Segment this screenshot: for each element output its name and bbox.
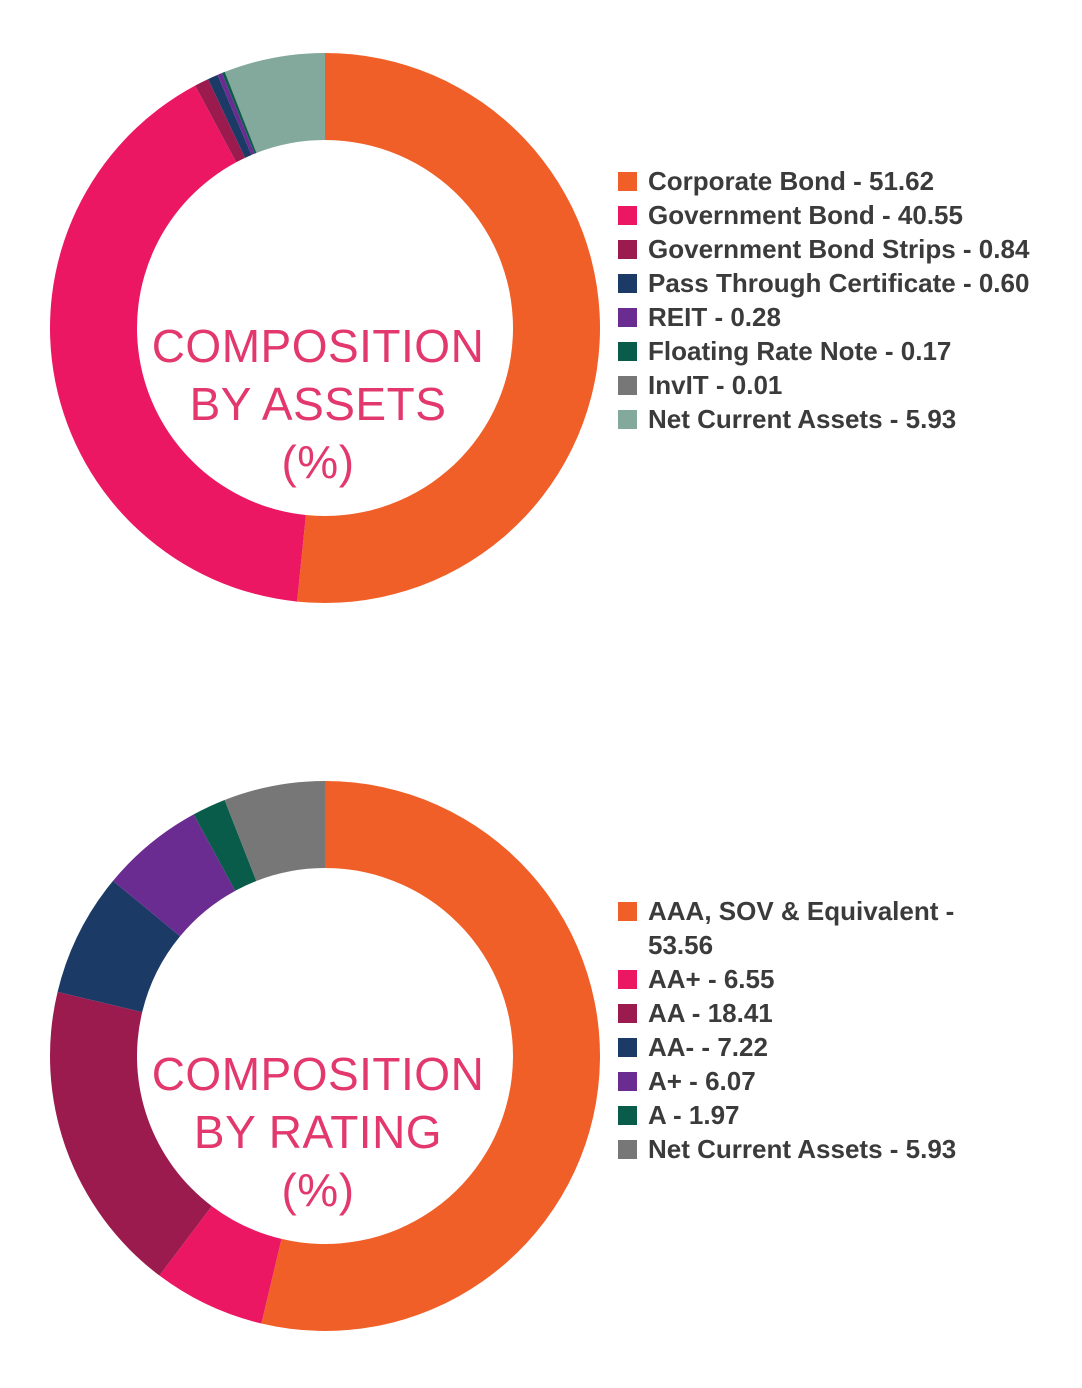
legend-swatch (618, 342, 637, 361)
legend-item: Government Bond Strips - 0.84 (618, 232, 1058, 266)
legend-label: AA- - 7.22 (648, 1032, 768, 1062)
assets-title-line-1: COMPOSITION (151, 320, 485, 372)
legend-swatch (618, 206, 637, 225)
legend-label: InvIT - 0.01 (648, 370, 783, 400)
legend-swatch (618, 376, 637, 395)
legend-swatch (618, 1140, 637, 1159)
legend-swatch (618, 240, 637, 259)
legend-label: REIT - 0.28 (648, 302, 781, 332)
legend-swatch (618, 1072, 637, 1091)
legend-item: AA - 18.41 (618, 996, 978, 1030)
assets-title-line-3: (%) (281, 436, 355, 488)
legend-label: Pass Through Certificate - 0.60 (648, 268, 1030, 298)
rating-legend: AAA, SOV & Equivalent - 53.56 AA+ - 6.55… (618, 894, 978, 1166)
donut-slice (49, 85, 306, 602)
assets-center-title: COMPOSITION BY ASSETS (%) (138, 317, 498, 491)
legend-label: Net Current Assets - 5.93 (648, 1134, 957, 1164)
legend-swatch (618, 970, 637, 989)
rating-title-line-1: COMPOSITION (151, 1048, 485, 1100)
donut-slice (57, 880, 181, 1013)
legend-swatch (618, 308, 637, 327)
donut-slice (217, 73, 255, 155)
legend-label: AA+ - 6.55 (648, 964, 775, 994)
legend-swatch (618, 1004, 637, 1023)
legend-item: InvIT - 0.01 (618, 368, 1058, 402)
legend-item: AA+ - 6.55 (618, 962, 978, 996)
legend-item: Floating Rate Note - 0.17 (618, 334, 1058, 368)
rating-donut (50, 781, 600, 1331)
legend-label: Government Bond Strips - 0.84 (648, 234, 1030, 264)
legend-swatch (618, 172, 637, 191)
legend-label: Government Bond - 40.55 (648, 200, 963, 230)
legend-swatch (618, 1106, 637, 1125)
legend-item: Net Current Assets - 5.93 (618, 1132, 978, 1166)
legend-item: Government Bond - 40.55 (618, 198, 1058, 232)
legend-item: AAA, SOV & Equivalent - 53.56 (618, 894, 978, 962)
assets-legend: Corporate Bond - 51.62 Government Bond -… (618, 164, 1058, 436)
rating-title-line-2: BY RATING (193, 1106, 443, 1158)
legend-label: Net Current Assets - 5.93 (648, 404, 957, 434)
assets-title-line-2: BY ASSETS (189, 378, 447, 430)
legend-item: AA- - 7.22 (618, 1030, 978, 1064)
legend-label: AA - 18.41 (648, 998, 773, 1028)
donut-slice (208, 74, 252, 158)
donut-slice (50, 991, 212, 1276)
donut-slice (195, 79, 246, 163)
rating-title-line-3: (%) (281, 1164, 355, 1216)
legend-item: A - 1.97 (618, 1098, 978, 1132)
legend-label: Floating Rate Note - 0.17 (648, 336, 952, 366)
legend-item: REIT - 0.28 (618, 300, 1058, 334)
donut-slice (261, 781, 600, 1331)
donut-slice (159, 1206, 282, 1324)
assets-donut (49, 53, 600, 603)
legend-item: Corporate Bond - 51.62 (618, 164, 1058, 198)
legend-label: A+ - 6.07 (648, 1066, 756, 1096)
legend-swatch (618, 274, 637, 293)
legend-item: A+ - 6.07 (618, 1064, 978, 1098)
donut-slice (297, 53, 600, 603)
donut-slice (112, 814, 236, 937)
legend-item: Net Current Assets - 5.93 (618, 402, 1058, 436)
legend-swatch (618, 410, 637, 429)
legend-item: Pass Through Certificate - 0.60 (618, 266, 1058, 300)
legend-swatch (618, 1038, 637, 1057)
donut-slice (193, 799, 257, 891)
composition-by-rating-chart: COMPOSITION BY RATING (%) AAA, SOV & Equ… (0, 740, 1082, 1340)
donut-slice (222, 71, 257, 154)
donut-slice (224, 53, 325, 153)
legend-label: AAA, SOV & Equivalent - 53.56 (648, 896, 955, 960)
legend-label: Corporate Bond - 51.62 (648, 166, 935, 196)
rating-center-title: COMPOSITION BY RATING (%) (138, 1045, 498, 1219)
legend-label: A - 1.97 (648, 1100, 740, 1130)
composition-by-assets-chart: COMPOSITION BY ASSETS (%) Corporate Bond… (0, 12, 1082, 612)
donut-slice (224, 781, 325, 881)
legend-swatch (618, 902, 637, 921)
